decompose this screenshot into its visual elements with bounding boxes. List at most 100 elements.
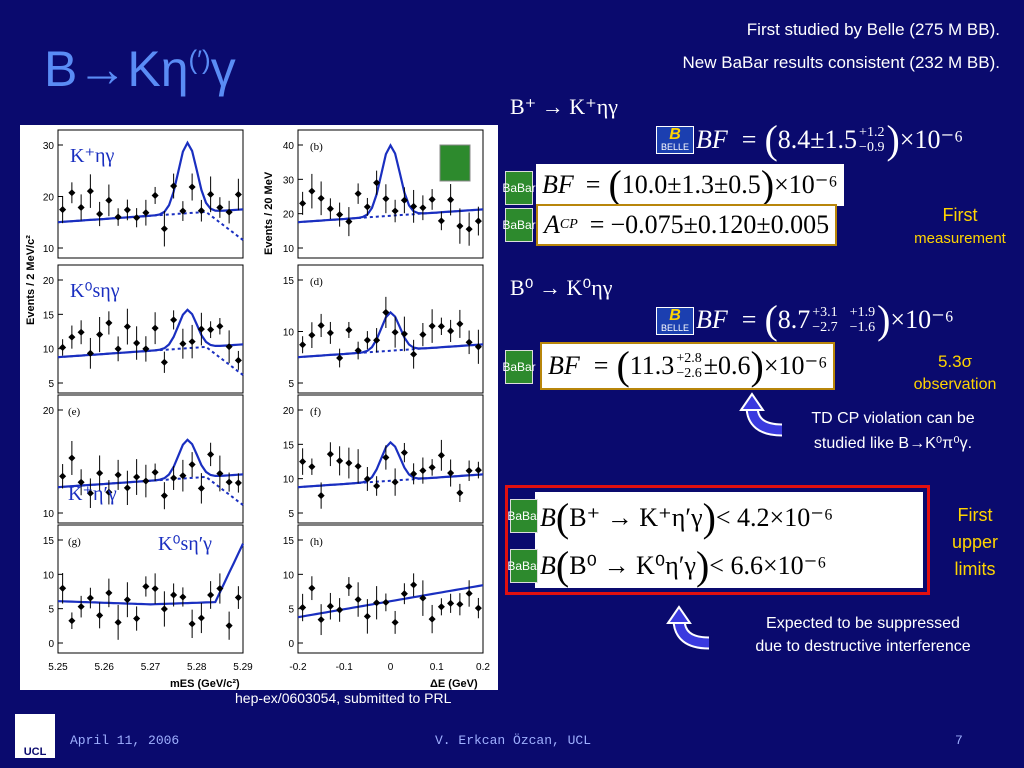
point-d-5 [345, 326, 353, 334]
point-a-0 [59, 206, 67, 214]
point-d-1 [308, 331, 316, 339]
point-e-1 [68, 454, 76, 462]
babar-logo-limit2: BaBar [507, 549, 541, 583]
point-f-1 [308, 463, 316, 471]
point-f-7 [363, 475, 371, 483]
ytick-h-1: 5 [288, 605, 294, 616]
ytick-c-3: 20 [43, 276, 55, 287]
xtick-left-1: 5.26 [95, 662, 115, 673]
curved-arrow-icon-2 [666, 605, 710, 650]
point-f-13 [419, 467, 427, 475]
point-c-0 [59, 343, 67, 351]
xtick-right-3: 0.1 [430, 662, 444, 673]
suppressed-l1: Expected to be suppressed [766, 615, 960, 632]
point-c-7 [123, 323, 131, 331]
point-f-10 [391, 478, 399, 486]
point-b-18 [465, 225, 473, 233]
babar-logo-acp: BaBar [502, 208, 536, 242]
point-h-11 [400, 590, 408, 598]
fit-background-a [57, 210, 244, 241]
point-c-9 [142, 345, 150, 353]
point-a-15 [197, 207, 205, 215]
ytick-g-3: 15 [43, 536, 55, 547]
eq-belle-bf-charged: BF = (8.4±1.5 +1.2 −0.9 ) ×10⁻⁶ [696, 117, 964, 162]
point-h-2 [317, 616, 325, 624]
ytick-d-1: 10 [283, 328, 295, 339]
point-a-2 [77, 203, 85, 211]
point-d-7 [363, 336, 371, 344]
observation-sigma: 5.3σ [937, 352, 973, 371]
point-b-10 [391, 207, 399, 215]
curved-arrow-icon [739, 392, 783, 437]
babar-logo-neutral: BaBar [502, 350, 536, 384]
point-c-5 [105, 319, 113, 327]
xtick-right-4: 0.2 [476, 662, 490, 673]
point-b-13 [419, 204, 427, 212]
point-e-13 [179, 472, 187, 480]
point-g-15 [197, 614, 205, 622]
decay-bplus: B⁺ → K⁺ηγ [510, 94, 619, 119]
point-e-14 [188, 461, 196, 469]
header-line-2: New BaBar results consistent (232 M BB). [682, 53, 1000, 72]
point-h-14 [428, 615, 436, 623]
point-f-12 [410, 470, 418, 478]
observation-label: observation [913, 376, 997, 393]
eq-limit-charged: B(B⁺ → K⁺η′γ) < 4.2×10⁻⁶ [540, 495, 834, 540]
title-sup: (′) [188, 44, 211, 75]
point-d-3 [326, 329, 334, 337]
fit-total-h [297, 584, 484, 619]
panel-label-c: K⁰sηγ [70, 280, 120, 302]
point-b-11 [400, 196, 408, 204]
point-a-5 [105, 196, 113, 204]
point-d-9 [382, 308, 390, 316]
point-b-2 [317, 194, 325, 202]
suppressed-l2: due to destructive interference [755, 638, 971, 655]
panel-frame-c [57, 264, 244, 394]
point-c-18 [225, 343, 233, 351]
point-a-12 [170, 182, 178, 190]
point-d-11 [400, 330, 408, 338]
xtick-left-4: 5.29 [233, 662, 253, 673]
point-h-15 [437, 603, 445, 611]
ytick-d-2: 15 [283, 276, 295, 287]
panel-label-b: (b) [310, 141, 323, 153]
ytick-c-0: 5 [48, 379, 54, 390]
belle-logo-neutral: B BELLE [656, 307, 694, 335]
point-g-8 [133, 615, 141, 623]
point-e-0 [59, 472, 67, 480]
point-c-1 [68, 333, 76, 341]
babar-logo: BaBar [502, 171, 536, 205]
point-e-15 [197, 484, 205, 492]
ytick-f-0: 5 [288, 509, 294, 520]
ytick-g-0: 0 [48, 639, 54, 650]
panel-frame-g [57, 524, 244, 654]
ytick-b-3: 40 [283, 141, 295, 152]
point-b-17 [456, 222, 464, 230]
xtick-left-2: 5.27 [141, 662, 161, 673]
footer-author: V. Erkcan Özcan, UCL [435, 733, 592, 748]
ytick-f-1: 10 [283, 475, 295, 486]
point-g-6 [114, 618, 122, 626]
ucl-logo: UCL [15, 714, 55, 758]
panel-frame-e [57, 394, 244, 524]
ytick-a-2: 30 [43, 141, 55, 152]
ytick-f-3: 20 [283, 406, 295, 417]
point-a-14 [188, 183, 196, 191]
babar-mascot-icon [439, 144, 471, 182]
panel-letter-e: (e) [68, 406, 81, 418]
ytick-g-2: 10 [43, 570, 55, 581]
point-d-2 [317, 321, 325, 330]
point-h-12 [410, 581, 418, 589]
point-a-10 [151, 191, 159, 199]
point-b-12 [410, 202, 418, 210]
point-d-8 [373, 336, 381, 344]
ytick-b-2: 30 [283, 175, 295, 186]
ytick-f-2: 15 [283, 440, 295, 451]
point-e-9 [142, 477, 150, 485]
point-f-14 [428, 463, 436, 471]
point-c-13 [179, 340, 187, 348]
point-c-6 [114, 345, 122, 353]
point-f-17 [456, 489, 464, 497]
point-e-16 [207, 450, 215, 458]
point-g-13 [179, 593, 187, 601]
